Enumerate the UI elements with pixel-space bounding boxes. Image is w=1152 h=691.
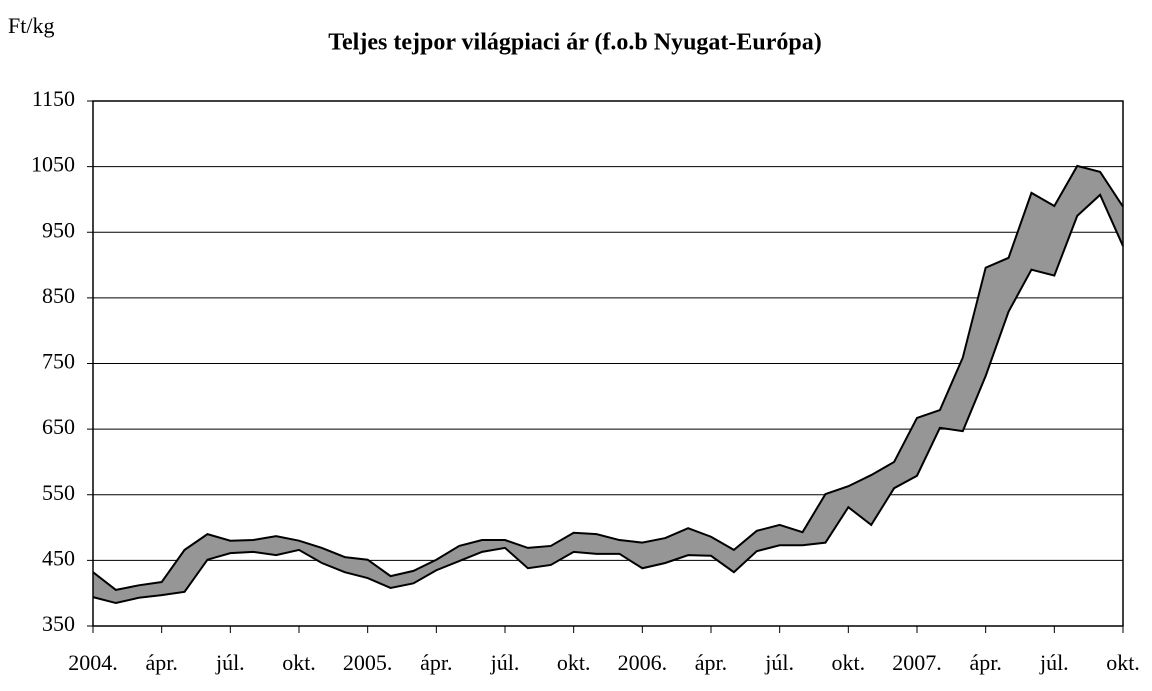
y-tick-label: 850 <box>42 283 75 308</box>
y-tick-label: 950 <box>42 217 75 242</box>
x-tick-label: okt. <box>1106 650 1140 675</box>
x-tick-label: okt. <box>282 650 316 675</box>
x-tick-label: júl. <box>764 650 794 675</box>
y-axis-label: Ft/kg <box>8 13 54 38</box>
x-tick-label: okt. <box>557 650 591 675</box>
x-tick-label: 2007. <box>892 650 942 675</box>
y-tick-label: 750 <box>42 349 75 374</box>
x-tick-label: ápr. <box>420 650 452 675</box>
series-line <box>92 193 1124 605</box>
plot-frame <box>92 100 1124 627</box>
x-tick-label: ápr. <box>695 650 727 675</box>
x-tick-label: júl. <box>490 650 520 675</box>
x-tick-label: júl. <box>1039 650 1069 675</box>
y-tick-label: 650 <box>42 414 75 439</box>
x-tick-label: 2004. <box>68 650 118 675</box>
x-tick-label: okt. <box>832 650 866 675</box>
y-tick-label: 550 <box>42 480 75 505</box>
x-tick-label: 2005. <box>343 650 393 675</box>
y-tick-label: 1050 <box>31 152 75 177</box>
x-tick-label: 2006. <box>618 650 668 675</box>
series-line <box>92 164 1124 591</box>
x-tick-label: ápr. <box>969 650 1001 675</box>
y-tick-label: 450 <box>42 545 75 570</box>
y-tick-label: 350 <box>42 611 75 636</box>
band-fill <box>93 165 1123 604</box>
y-tick-label: 1150 <box>32 86 75 111</box>
chart-title: Teljes tejpor világpiaci ár (f.o.b Nyuga… <box>328 30 822 56</box>
x-tick-label: júl. <box>215 650 245 675</box>
x-tick-label: ápr. <box>145 650 177 675</box>
